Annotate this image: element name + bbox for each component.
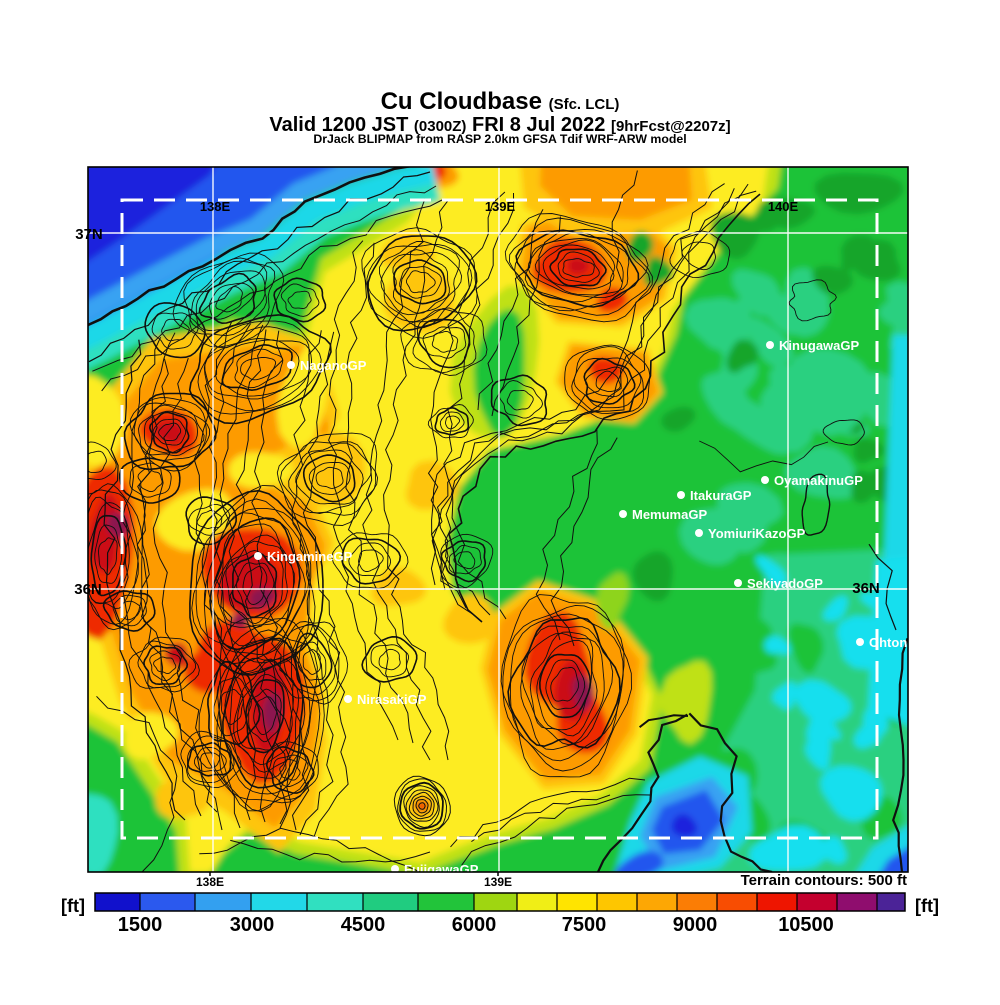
svg-text:KingamineGP: KingamineGP xyxy=(267,549,353,564)
svg-text:36N: 36N xyxy=(852,580,880,597)
svg-text:Terrain contours: 500 ft: Terrain contours: 500 ft xyxy=(741,872,907,889)
svg-text:KinugawaGP: KinugawaGP xyxy=(779,338,860,353)
svg-text:NirasakiGP: NirasakiGP xyxy=(357,692,427,707)
svg-text:NaganoGP: NaganoGP xyxy=(300,358,367,373)
svg-text:138E: 138E xyxy=(196,875,224,889)
svg-text:FujigawaGP: FujigawaGP xyxy=(404,862,479,877)
svg-text:Ohtone: Ohtone xyxy=(869,635,915,650)
svg-text:4500: 4500 xyxy=(341,914,386,936)
svg-text:MemumaGP: MemumaGP xyxy=(632,507,707,522)
svg-text:6000: 6000 xyxy=(452,914,497,936)
svg-text:138E: 138E xyxy=(200,199,231,214)
svg-text:10500: 10500 xyxy=(778,914,834,936)
svg-text:ItakuraGP: ItakuraGP xyxy=(690,488,752,503)
svg-text:9000: 9000 xyxy=(673,914,718,936)
svg-text:7500: 7500 xyxy=(562,914,607,936)
svg-text:140E: 140E xyxy=(768,199,799,214)
svg-text:YomiuriKazoGP: YomiuriKazoGP xyxy=(708,526,806,541)
svg-text:OyamakinuGP: OyamakinuGP xyxy=(774,473,863,488)
svg-text:3000: 3000 xyxy=(230,914,275,936)
svg-text:1500: 1500 xyxy=(118,914,163,936)
svg-text:[ft]: [ft] xyxy=(61,896,85,916)
svg-text:37N: 37N xyxy=(75,226,103,243)
svg-text:[ft]: [ft] xyxy=(915,896,939,916)
svg-text:SekiyadoGP: SekiyadoGP xyxy=(747,576,823,591)
svg-text:139E: 139E xyxy=(484,875,512,889)
svg-text:139E: 139E xyxy=(485,199,516,214)
